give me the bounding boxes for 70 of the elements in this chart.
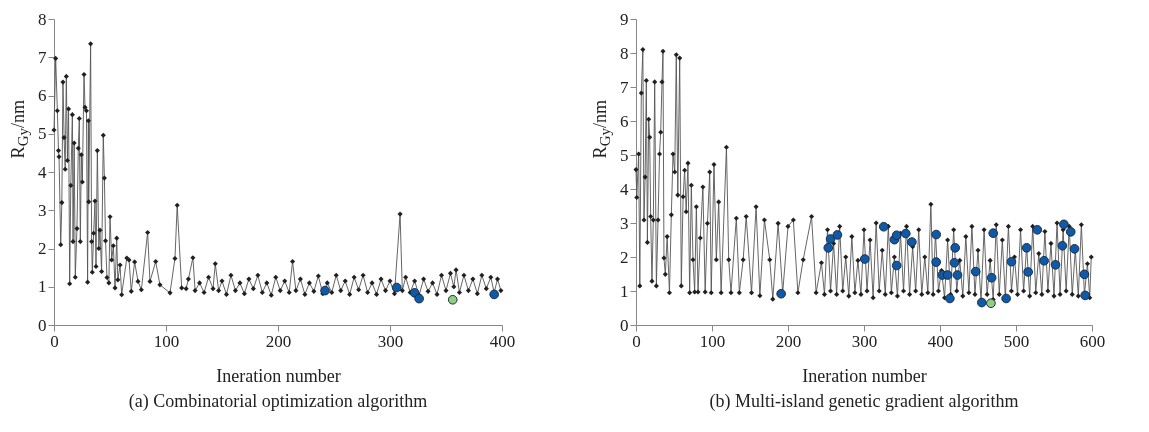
y-tick-label: 6: [38, 86, 47, 105]
y-tick-label: 2: [38, 239, 47, 258]
point: [414, 293, 424, 304]
point: [823, 243, 834, 253]
y-tick-label: 9: [620, 9, 629, 29]
x-tick-label: 300: [851, 331, 878, 351]
point: [391, 282, 402, 293]
text: (b) Multi-island genetic gradient algorithm: [709, 391, 1019, 412]
point: [1039, 255, 1049, 266]
y-tick-label: 4: [38, 162, 47, 182]
point: [1059, 219, 1069, 230]
y-tick-label: 8: [620, 43, 629, 63]
point: [832, 230, 843, 240]
point: [931, 229, 942, 240]
point: [1079, 269, 1090, 280]
point: [986, 272, 997, 283]
point: [1032, 224, 1043, 235]
point: [1050, 260, 1061, 270]
x-tick-label: 100: [153, 331, 180, 351]
y-tick-label: 4: [620, 179, 629, 199]
point: [489, 289, 499, 300]
point: [878, 221, 889, 232]
x-axis-title: Ineration number: [802, 365, 927, 386]
y-tick-label: 1: [38, 277, 47, 297]
x-tick-label: 300: [377, 331, 404, 351]
point: [945, 293, 955, 304]
y-tick-label: 0: [620, 315, 629, 335]
y-tick-label: 5: [38, 124, 47, 144]
point: [825, 234, 836, 244]
point: [891, 260, 902, 271]
x-tick-label: 200: [775, 331, 802, 351]
y-tick-label: 3: [620, 213, 629, 233]
point: [942, 270, 953, 280]
point: [986, 298, 996, 309]
x-axis-title: Ineration number: [216, 365, 341, 386]
point: [891, 230, 902, 241]
point: [776, 288, 786, 299]
point: [1023, 267, 1033, 277]
point: [988, 228, 999, 239]
x-tick-label: 400: [927, 331, 954, 351]
x-tick-label: 200: [265, 331, 292, 351]
y-tick-label: 1: [620, 281, 629, 301]
point: [1065, 227, 1076, 237]
y-tick-label: 5: [620, 145, 629, 165]
y-tick-label: 0: [38, 315, 47, 335]
point: [907, 237, 917, 247]
y-tick-label: 7: [620, 77, 629, 97]
x-tick-label: 600: [1079, 331, 1106, 351]
point: [976, 297, 987, 308]
point: [1057, 240, 1068, 251]
text: (a) Combinatorial optimization algorithm: [128, 391, 428, 412]
point: [320, 285, 330, 296]
y-tick-label: 3: [38, 200, 47, 220]
x-tick-label: 100: [699, 331, 726, 351]
point: [859, 254, 870, 264]
point: [949, 257, 960, 268]
y-tick-label: 6: [620, 111, 629, 131]
point: [1006, 256, 1017, 267]
point: [447, 294, 458, 305]
y-tick-label: 8: [38, 9, 47, 29]
y-tick-label: 2: [620, 247, 629, 267]
x-tick-label: 400: [489, 331, 516, 351]
point: [900, 228, 911, 239]
point: [970, 266, 981, 277]
x-tick-label: 500: [1003, 331, 1030, 351]
point: [950, 243, 961, 253]
y-tick-label: 7: [38, 47, 47, 67]
point: [952, 270, 963, 280]
point: [931, 257, 942, 267]
point: [1080, 290, 1090, 301]
